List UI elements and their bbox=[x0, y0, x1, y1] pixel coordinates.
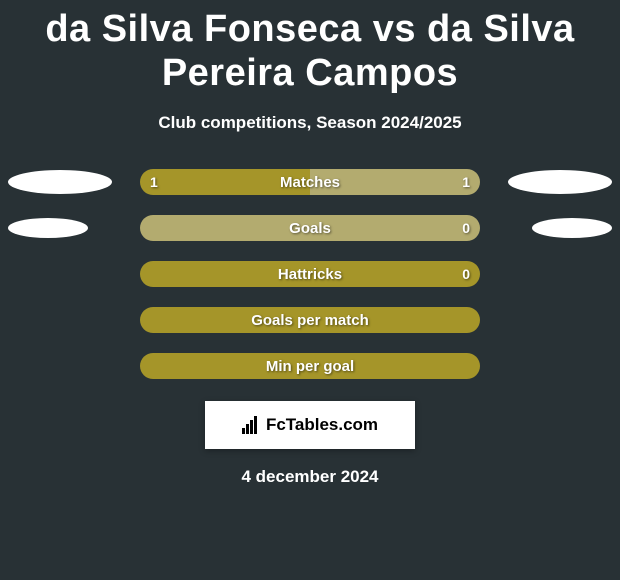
date-label: 4 december 2024 bbox=[0, 467, 620, 487]
stat-label: Goals per match bbox=[140, 307, 480, 333]
stat-row-min-per-goal: Min per goal bbox=[0, 353, 620, 379]
stat-row-goals-per-match: Goals per match bbox=[0, 307, 620, 333]
stat-value-right: 0 bbox=[462, 261, 470, 287]
stat-row-hattricks: Hattricks 0 bbox=[0, 261, 620, 287]
stat-label: Goals bbox=[140, 215, 480, 241]
stat-row-goals: Goals 0 bbox=[0, 215, 620, 241]
stat-label: Min per goal bbox=[140, 353, 480, 379]
stat-rows: 1 Matches 1 Goals 0 Hattricks bbox=[0, 169, 620, 379]
source-logo-text: FcTables.com bbox=[266, 415, 378, 435]
source-logo: FcTables.com bbox=[205, 401, 415, 449]
player-right-marker bbox=[508, 170, 612, 194]
player-left-marker bbox=[8, 218, 88, 238]
stat-value-right: 1 bbox=[462, 169, 470, 195]
player-right-marker bbox=[532, 218, 612, 238]
stat-row-matches: 1 Matches 1 bbox=[0, 169, 620, 195]
stat-value-right: 0 bbox=[462, 215, 470, 241]
page-title: da Silva Fonseca vs da Silva Pereira Cam… bbox=[0, 0, 620, 95]
stat-bar: Goals 0 bbox=[140, 215, 480, 241]
barchart-icon bbox=[242, 416, 262, 434]
player-left-marker bbox=[8, 170, 112, 194]
stat-label: Hattricks bbox=[140, 261, 480, 287]
stat-bar: 1 Matches 1 bbox=[140, 169, 480, 195]
comparison-card: da Silva Fonseca vs da Silva Pereira Cam… bbox=[0, 0, 620, 580]
stat-bar: Goals per match bbox=[140, 307, 480, 333]
stat-label: Matches bbox=[140, 169, 480, 195]
subtitle: Club competitions, Season 2024/2025 bbox=[0, 113, 620, 133]
stat-bar: Hattricks 0 bbox=[140, 261, 480, 287]
stat-bar: Min per goal bbox=[140, 353, 480, 379]
